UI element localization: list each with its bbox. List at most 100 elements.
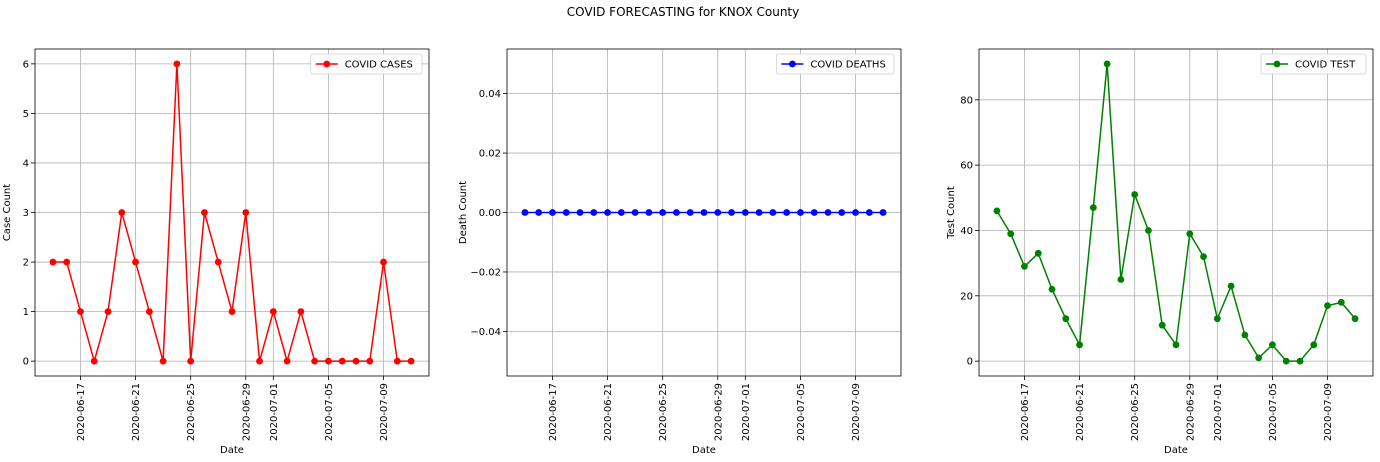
tests-data-point bbox=[1117, 276, 1125, 283]
tests-data-point bbox=[1172, 341, 1180, 349]
cases-data-point bbox=[63, 258, 71, 266]
tests-x-tick-label: 2020-07-05 bbox=[1268, 383, 1279, 441]
deaths-x-tick-label: 2020-06-21 bbox=[603, 383, 614, 441]
deaths-data-point bbox=[700, 209, 708, 216]
cases-data-point bbox=[338, 357, 346, 365]
cases-data-point bbox=[201, 209, 208, 216]
cases-data-point bbox=[104, 308, 112, 315]
deaths-data-point bbox=[617, 209, 625, 216]
tests-data-point bbox=[1241, 331, 1249, 339]
cases-y-tick-label: 4 bbox=[23, 158, 29, 169]
tests-y-tick-label: 0 bbox=[967, 357, 973, 368]
cases-data-point bbox=[256, 357, 263, 365]
cases-x-tick-label: 2020-07-09 bbox=[379, 383, 390, 441]
deaths-x-axis-label: Date bbox=[692, 445, 716, 456]
figure-title: COVID FORECASTING for KNOX County bbox=[566, 5, 800, 19]
cases-data-point bbox=[407, 357, 415, 365]
deaths-axes-frame bbox=[506, 48, 902, 377]
cases-y-tick-label: 6 bbox=[23, 59, 29, 70]
cases-data-point bbox=[159, 357, 167, 365]
tests-data-point bbox=[1200, 253, 1207, 261]
cases-data-point bbox=[366, 357, 374, 365]
deaths-data-point bbox=[741, 209, 749, 216]
deaths-data-point bbox=[852, 209, 859, 216]
deaths-x-tick-label: 2020-06-29 bbox=[713, 383, 724, 441]
tests-x-tick-label: 2020-07-09 bbox=[1323, 383, 1334, 441]
deaths-data-point bbox=[562, 209, 570, 216]
deaths-y-tick-label: −0.02 bbox=[470, 267, 501, 278]
cases-data-point bbox=[228, 308, 236, 315]
tests-data-point bbox=[1296, 357, 1304, 365]
cases-y-tick-label: 2 bbox=[23, 258, 29, 269]
deaths-data-point bbox=[590, 209, 598, 216]
cases-x-tick-label: 2020-06-25 bbox=[186, 383, 197, 441]
deaths-x-tick-label: 2020-07-01 bbox=[741, 383, 752, 441]
cases-y-axis-label: Case Count bbox=[2, 184, 13, 241]
deaths-y-tick-label: 0.04 bbox=[479, 89, 501, 100]
tests-chart-panel: 2020-06-17 2020-06-21 2020-06-25 2020-06-29… bbox=[946, 48, 1374, 456]
tests-legend-marker bbox=[1273, 60, 1281, 68]
tests-data-point bbox=[1089, 204, 1097, 211]
deaths-data-point bbox=[755, 209, 763, 216]
deaths-data-point bbox=[810, 209, 818, 216]
tests-data-point bbox=[1255, 354, 1263, 362]
cases-x-tick-label: 2020-06-21 bbox=[131, 383, 142, 441]
deaths-legend-marker bbox=[789, 60, 796, 68]
tests-data-point bbox=[1158, 321, 1166, 329]
cases-data-point bbox=[325, 357, 332, 365]
cases-data-point bbox=[269, 308, 277, 315]
tests-x-axis-label: Date bbox=[1164, 445, 1188, 456]
deaths-x-tick-label: 2020-06-25 bbox=[658, 383, 669, 441]
deaths-legend-box bbox=[776, 53, 895, 75]
tests-data-point bbox=[1186, 230, 1194, 238]
cases-legend-label: COVID CASES bbox=[345, 60, 413, 71]
tests-legend-box bbox=[1260, 53, 1367, 75]
tests-x-tick-label: 2020-06-25 bbox=[1130, 383, 1141, 441]
cases-data-point bbox=[214, 258, 222, 266]
tests-data-point bbox=[1021, 263, 1028, 270]
tests-data-point bbox=[1337, 298, 1345, 306]
tests-y-tick-label: 60 bbox=[960, 161, 973, 172]
cases-data-point bbox=[118, 209, 126, 216]
cases-y-tick-label: 3 bbox=[23, 208, 29, 219]
cases-y-tick-label: 1 bbox=[23, 307, 29, 318]
deaths-data-point bbox=[865, 209, 873, 216]
deaths-data-point bbox=[521, 209, 529, 216]
deaths-y-tick-label: 0.02 bbox=[479, 149, 501, 160]
cases-x-tick-label: 2020-06-29 bbox=[241, 383, 252, 441]
cases-x-tick-label: 2020-06-17 bbox=[76, 383, 87, 441]
cases-data-point bbox=[187, 357, 195, 365]
deaths-x-tick-label: 2020-07-05 bbox=[796, 383, 807, 441]
deaths-data-point bbox=[604, 209, 611, 216]
deaths-data-point bbox=[728, 209, 735, 216]
deaths-data-point bbox=[879, 209, 887, 216]
cases-x-tick-label: 2020-07-01 bbox=[269, 383, 280, 441]
deaths-data-point bbox=[631, 209, 639, 216]
tests-data-point bbox=[1227, 282, 1235, 290]
cases-x-tick-label: 2020-07-05 bbox=[324, 383, 335, 441]
cases-data-point bbox=[132, 258, 139, 266]
cases-data-point bbox=[242, 209, 250, 216]
tests-data-point bbox=[1145, 227, 1152, 234]
tests-y-tick-label: 20 bbox=[960, 291, 973, 302]
tests-data-point bbox=[1103, 60, 1111, 68]
tests-data-point bbox=[1324, 302, 1331, 310]
deaths-x-tick-label: 2020-06-17 bbox=[548, 383, 559, 441]
cases-axes-frame bbox=[34, 48, 430, 377]
tests-data-point bbox=[1062, 315, 1070, 323]
deaths-legend-label: COVID DEATHS bbox=[810, 60, 885, 71]
cases-data-point bbox=[90, 357, 98, 365]
deaths-y-axis-label: Death Count bbox=[458, 181, 469, 244]
tests-data-point bbox=[1007, 230, 1015, 238]
tests-y-tick-label: 80 bbox=[960, 95, 973, 106]
tests-data-point bbox=[1269, 341, 1276, 349]
tests-data-point bbox=[1310, 341, 1318, 349]
cases-legend-box bbox=[310, 53, 423, 75]
tests-x-tick-label: 2020-06-17 bbox=[1020, 383, 1031, 441]
deaths-chart-panel: 2020-06-17 2020-06-21 2020-06-25 2020-06-29… bbox=[458, 48, 902, 456]
tests-data-point bbox=[1351, 315, 1359, 323]
tests-data-point bbox=[1282, 357, 1290, 365]
deaths-data-point bbox=[824, 209, 832, 216]
cases-data-point bbox=[297, 308, 305, 315]
cases-data-point bbox=[283, 357, 291, 365]
